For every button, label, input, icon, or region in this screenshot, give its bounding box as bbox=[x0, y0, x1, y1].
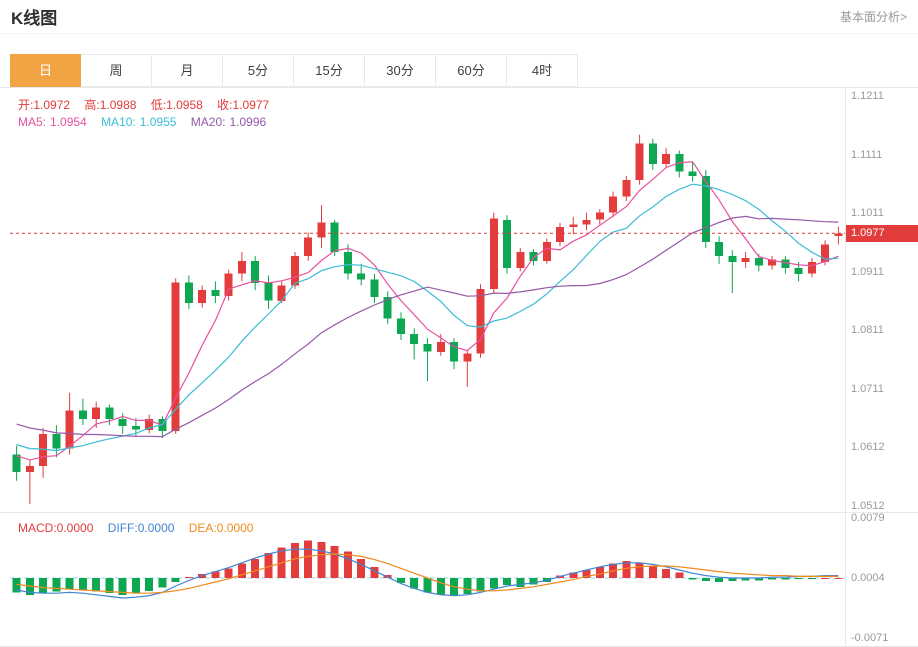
ma20-label: MA20: bbox=[190, 115, 226, 129]
tab-month[interactable]: 月 bbox=[152, 54, 223, 87]
diff-value: 0.0000 bbox=[137, 521, 175, 535]
last-price-tag: 1.0977 bbox=[846, 225, 918, 242]
macd-value-info: MACD:0.0000 bbox=[18, 521, 93, 535]
y-axis-label: -0.0071 bbox=[851, 632, 889, 644]
close-label: 收: bbox=[217, 98, 233, 112]
dea-value: 0.0000 bbox=[216, 521, 254, 535]
candlestick-chart[interactable] bbox=[0, 87, 918, 647]
close-info: 收:1.0977 bbox=[217, 98, 269, 112]
macd-value: 0.0000 bbox=[56, 521, 94, 535]
tab-min15[interactable]: 15分 bbox=[294, 54, 365, 87]
high-info: 高:1.0988 bbox=[84, 98, 136, 112]
y-axis-label: 1.1111 bbox=[851, 149, 883, 161]
tab-week[interactable]: 周 bbox=[81, 54, 152, 87]
y-axis-label: 1.1211 bbox=[851, 90, 884, 102]
y-axis-label: 0.0004 bbox=[851, 572, 885, 584]
tab-day[interactable]: 日 bbox=[10, 54, 81, 87]
ma20-value: 1.0996 bbox=[229, 115, 267, 129]
macd-label: MACD: bbox=[18, 521, 57, 535]
close-value: 1.0977 bbox=[232, 98, 270, 112]
low-label: 低: bbox=[150, 98, 167, 112]
page-header: K线图 基本面分析> bbox=[0, 0, 918, 34]
low-value: 1.0958 bbox=[166, 98, 203, 112]
dea-label: DEA: bbox=[188, 521, 217, 535]
ma-info: MA5: 1.0954 MA10: 1.0955 MA20: 1.0996 bbox=[18, 115, 277, 129]
tab-min30[interactable]: 30分 bbox=[365, 54, 436, 87]
open-value: 1.0972 bbox=[33, 98, 71, 112]
ma10-label: MA10: bbox=[101, 115, 136, 129]
ma10-info: MA10: 1.0955 bbox=[101, 115, 176, 129]
tab-min60[interactable]: 60分 bbox=[436, 54, 507, 87]
open-label: 开: bbox=[18, 98, 34, 112]
tab-h4[interactable]: 4时 bbox=[507, 54, 578, 87]
fundamental-analysis-link[interactable]: 基本面分析> bbox=[839, 10, 907, 24]
open-info: 开:1.0972 bbox=[18, 98, 70, 112]
diff-info: DIFF:0.0000 bbox=[108, 521, 175, 535]
ohlc-info: 开:1.0972 高:1.0988 低:1.0958 收:1.0977 bbox=[18, 96, 280, 113]
page-title: K线图 bbox=[11, 9, 58, 28]
tab-min5[interactable]: 5分 bbox=[223, 54, 294, 87]
ma10-value: 1.0955 bbox=[139, 115, 177, 129]
high-label: 高: bbox=[84, 98, 100, 112]
y-axis-label: 1.0711 bbox=[851, 383, 884, 395]
y-axis-label: 1.0612 bbox=[851, 441, 885, 453]
y-axis-label: 1.0512 bbox=[851, 500, 885, 512]
dea-info: DEA:0.0000 bbox=[189, 521, 254, 535]
y-axis-label: 1.0811 bbox=[851, 324, 884, 336]
ma5-label: MA5: bbox=[18, 115, 47, 129]
ma20-info: MA20: 1.0996 bbox=[191, 115, 266, 129]
diff-label: DIFF: bbox=[107, 521, 138, 535]
y-axis-label: 1.1011 bbox=[851, 207, 884, 219]
low-info: 低:1.0958 bbox=[151, 98, 203, 112]
y-axis-label: 0.0079 bbox=[851, 512, 885, 524]
macd-info: MACD:0.0000 DIFF:0.0000 DEA:0.0000 bbox=[18, 521, 264, 535]
chart-frame: 开:1.0972 高:1.0988 低:1.0958 收:1.0977 MA5:… bbox=[0, 87, 918, 647]
period-tabs: 日周月 5分 15分 30分 60分 4时 bbox=[10, 54, 578, 87]
y-axis-label: 1.0911 bbox=[851, 266, 884, 278]
ma5-value: 1.0954 bbox=[50, 115, 87, 129]
high-value: 1.0988 bbox=[99, 98, 137, 112]
ma5-info: MA5: 1.0954 bbox=[18, 115, 87, 129]
